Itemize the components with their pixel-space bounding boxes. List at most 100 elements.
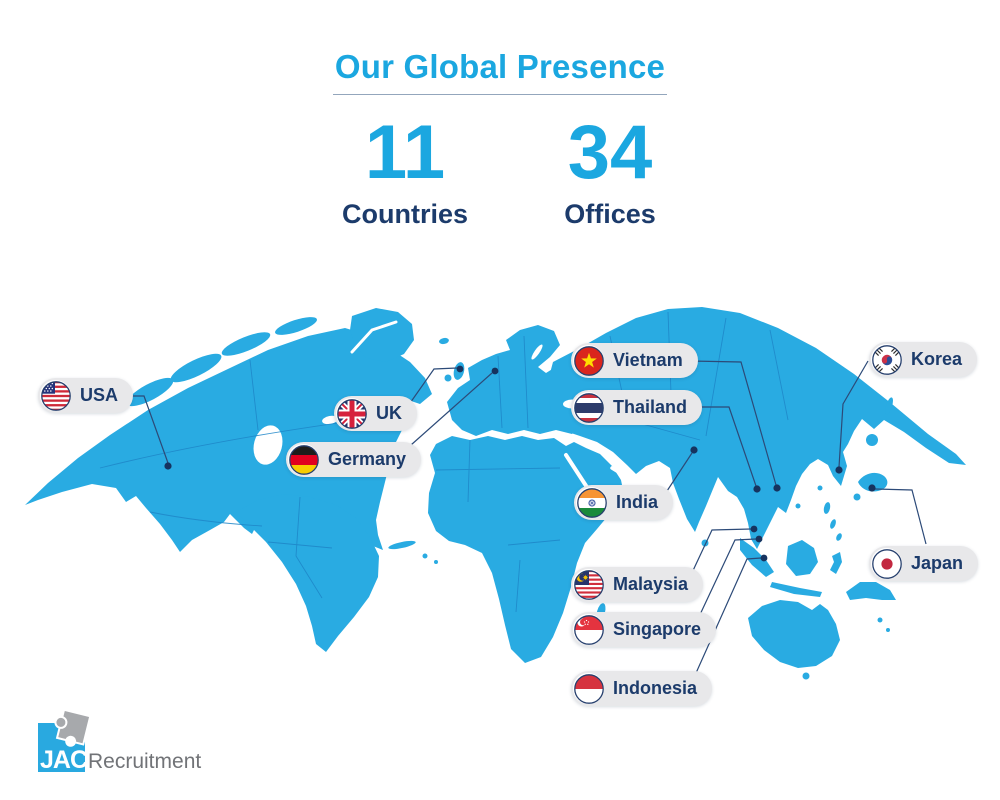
connector-uk bbox=[407, 367, 458, 407]
great-lakes bbox=[322, 415, 338, 425]
tasmania bbox=[802, 672, 810, 680]
map-dot-uk bbox=[456, 365, 464, 373]
stat-offices-label: Offices bbox=[564, 199, 656, 229]
stat-countries-value: 11 bbox=[364, 110, 446, 195]
hainan bbox=[795, 503, 801, 509]
label-malaysia: Malaysia bbox=[571, 567, 704, 602]
vietnam-flag-icon bbox=[573, 345, 604, 376]
connector-japan bbox=[874, 488, 927, 545]
connector-thailand bbox=[694, 406, 757, 487]
label-uk-text: UK bbox=[376, 403, 402, 423]
title-underline bbox=[333, 94, 667, 95]
label-japan-text: Japan bbox=[911, 553, 964, 573]
label-singapore: Singapore bbox=[571, 612, 717, 647]
continent-north-america bbox=[25, 328, 432, 552]
philippine-island bbox=[830, 519, 836, 529]
label-india-text: India bbox=[616, 492, 659, 512]
label-uk: UK bbox=[334, 396, 417, 431]
persian-gulf bbox=[610, 466, 632, 481]
stat-countries-label: Countries bbox=[341, 199, 468, 229]
arctic-island bbox=[221, 332, 271, 356]
label-usa-text: USA bbox=[80, 385, 119, 405]
connector-india bbox=[664, 452, 693, 495]
germany-flag-icon bbox=[288, 444, 319, 475]
greenland-strait bbox=[350, 320, 398, 354]
cuba bbox=[388, 540, 416, 550]
kyushu bbox=[853, 493, 861, 501]
uk-flag-icon bbox=[336, 398, 367, 429]
map-dot-singapore bbox=[755, 535, 763, 543]
logo-recruitment-text: Recruitment bbox=[88, 750, 201, 773]
location-dots bbox=[164, 365, 876, 562]
borneo bbox=[786, 540, 818, 576]
connector-korea bbox=[838, 360, 869, 468]
continent-africa bbox=[428, 436, 624, 663]
caribbean-island bbox=[422, 553, 428, 559]
singapore-flag-icon bbox=[573, 614, 604, 645]
label-singapore-text: Singapore bbox=[613, 619, 702, 639]
map-dot-germany bbox=[491, 367, 499, 375]
stat-countries: 11 Countries bbox=[295, 115, 515, 230]
label-thailand: Thailand bbox=[571, 390, 703, 425]
label-indonesia: Indonesia bbox=[571, 671, 713, 706]
label-malaysia-text: Malaysia bbox=[613, 574, 689, 594]
ireland bbox=[444, 374, 452, 382]
map-dot-malaysia bbox=[750, 525, 758, 533]
continent-australia bbox=[748, 600, 840, 668]
label-vietnam: Vietnam bbox=[571, 343, 698, 378]
iceland bbox=[439, 337, 449, 345]
label-germany: Germany bbox=[286, 442, 422, 477]
india-flag-icon bbox=[576, 487, 607, 518]
greenland bbox=[350, 308, 414, 362]
honshu bbox=[858, 472, 888, 492]
korea-flag-icon bbox=[871, 344, 902, 375]
arctic-island bbox=[126, 377, 174, 407]
japan-flag-icon bbox=[871, 548, 902, 579]
usa-flag-icon bbox=[40, 380, 71, 411]
map-dot-usa bbox=[164, 462, 172, 470]
sulawesi bbox=[830, 552, 842, 574]
label-korea-text: Korea bbox=[911, 349, 963, 369]
map-dot-thailand bbox=[753, 485, 761, 493]
taiwan bbox=[817, 485, 823, 491]
baltic-sea bbox=[531, 344, 543, 360]
connector-vietnam bbox=[689, 360, 777, 486]
page-title: Our Global Presence bbox=[334, 48, 666, 85]
label-vietnam-text: Vietnam bbox=[613, 350, 683, 370]
caribbean-island bbox=[434, 560, 438, 564]
logo-puzzle-piece bbox=[54, 708, 92, 747]
malaysia-flag-icon bbox=[573, 569, 604, 600]
indonesia-flag-icon bbox=[573, 673, 604, 704]
logo-jac-text: JAC bbox=[40, 746, 88, 774]
philippine-island bbox=[836, 533, 842, 541]
stat-offices-value: 34 bbox=[567, 110, 653, 195]
java bbox=[770, 582, 822, 597]
map-dot-korea bbox=[835, 466, 843, 474]
map-dot-india bbox=[690, 446, 698, 454]
label-korea: Korea bbox=[869, 342, 978, 377]
pacific-island bbox=[877, 617, 883, 623]
jac-recruitment-logo: JAC Recruitment bbox=[38, 708, 201, 774]
connector-germany bbox=[401, 372, 493, 454]
label-usa: USA bbox=[38, 378, 134, 413]
label-japan: Japan bbox=[869, 546, 979, 581]
map-dot-vietnam bbox=[773, 484, 781, 492]
label-thailand-text: Thailand bbox=[613, 397, 688, 417]
sakhalin bbox=[885, 397, 893, 415]
label-germany-text: Germany bbox=[328, 449, 407, 469]
arctic-island bbox=[274, 317, 318, 335]
pacific-island bbox=[886, 628, 890, 632]
map-dot-japan bbox=[868, 484, 876, 492]
thailand-flag-icon bbox=[573, 392, 604, 423]
sumatra bbox=[740, 538, 774, 577]
map-dot-indonesia bbox=[760, 554, 768, 562]
hokkaido bbox=[866, 434, 878, 446]
continent-south-america bbox=[236, 494, 379, 652]
label-india: India bbox=[574, 485, 674, 520]
arctic-island bbox=[170, 353, 222, 383]
new-guinea bbox=[846, 582, 896, 600]
philippine-island bbox=[823, 502, 831, 514]
label-indonesia-text: Indonesia bbox=[613, 678, 698, 698]
connector-malaysia bbox=[689, 528, 752, 578]
